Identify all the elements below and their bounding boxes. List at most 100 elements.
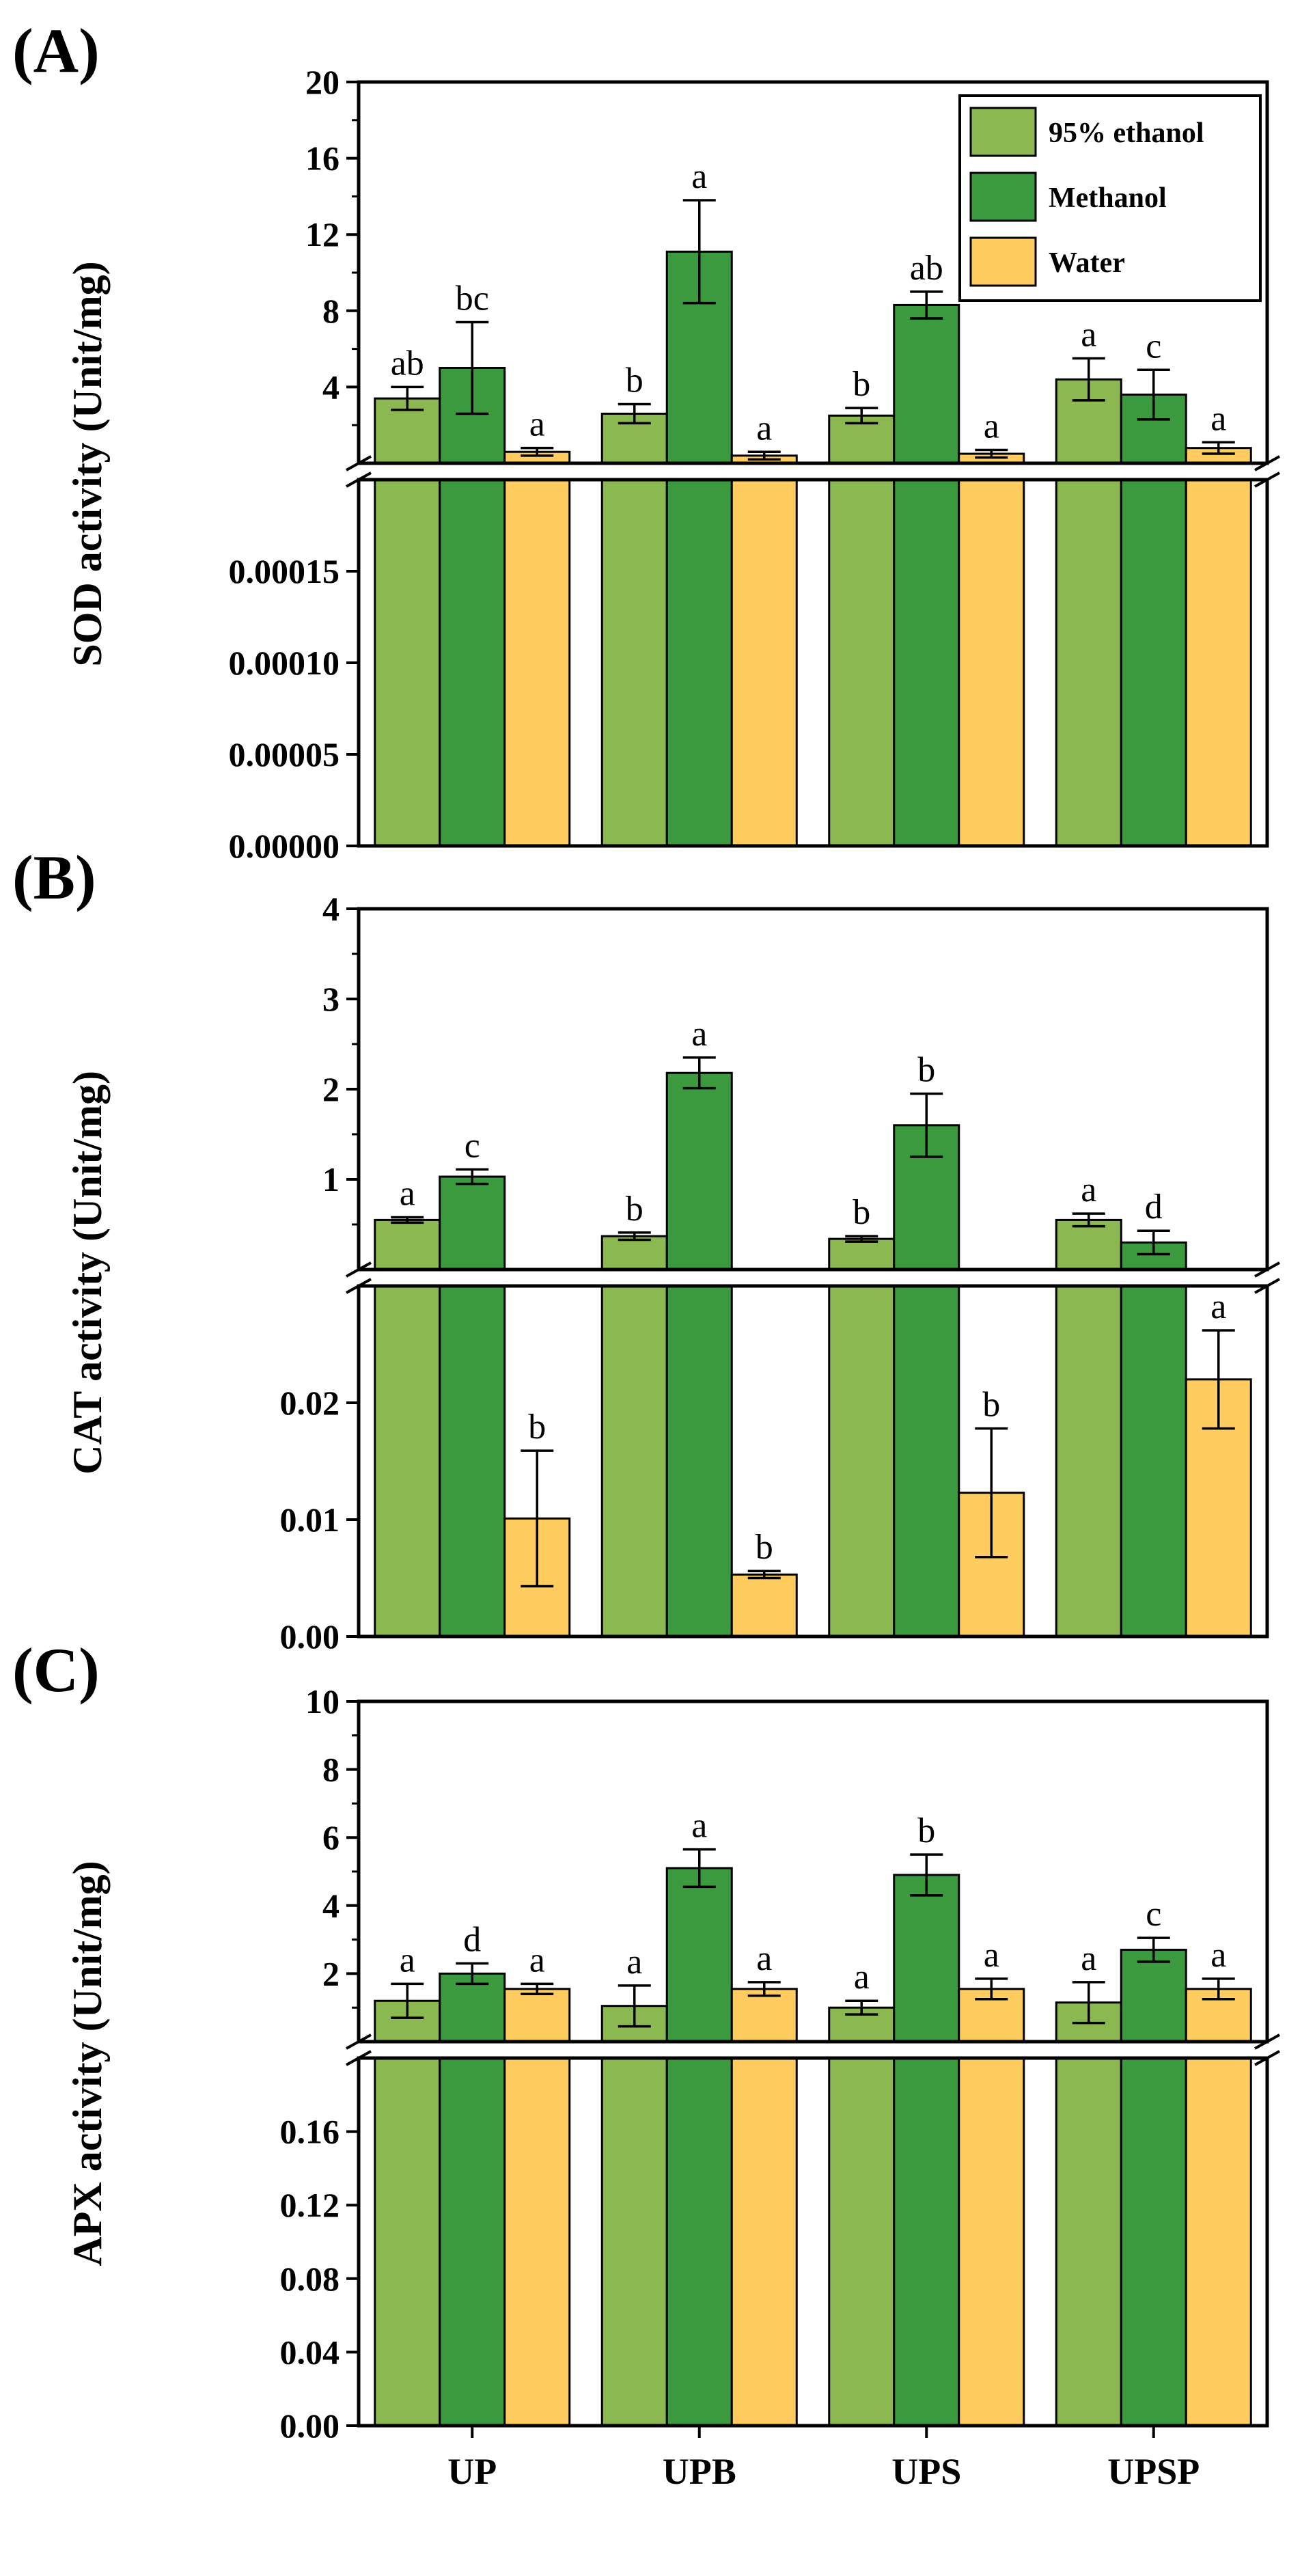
- significance-letter: a: [854, 1958, 870, 1997]
- y-tick-label: 8: [322, 292, 340, 330]
- bar-water-up-upper: [503, 1988, 571, 2043]
- bar-water-upb-lower: [730, 1573, 798, 1638]
- significance-letter: a: [756, 1939, 772, 1978]
- legend-entry: 95% ethanol: [1049, 118, 1204, 149]
- error-bar: [910, 1853, 943, 1897]
- panel-label: (B): [12, 842, 96, 912]
- significance-letter: c: [465, 1126, 480, 1165]
- significance-letter: b: [917, 1811, 935, 1850]
- error-bar: [1202, 1977, 1235, 2001]
- bar-methanol-upsp-upper: [1120, 1949, 1187, 2043]
- y-axis-label: CAT activity (Unit/mg): [65, 1071, 110, 1475]
- lower-axis-frame: [357, 1284, 1269, 1639]
- significance-letter: a: [984, 1936, 999, 1975]
- significance-letter: a: [691, 1807, 707, 1846]
- error-bar: [910, 290, 943, 320]
- significance-letter: a: [984, 407, 999, 446]
- significance-letter: a: [691, 157, 707, 196]
- bar-water-ups-lower: [958, 478, 1025, 847]
- significance-letter: b: [626, 361, 643, 400]
- error-bar: [975, 448, 1008, 459]
- legend: 95% ethanol Methanol Water: [958, 94, 1262, 302]
- x-category-label: UP: [447, 2451, 497, 2492]
- bar-95-ethanol-ups-lower: [828, 1285, 896, 1638]
- significance-letter: c: [1146, 327, 1161, 366]
- break-slash: [346, 455, 372, 471]
- y-tick-label: 4: [322, 890, 340, 928]
- error-bar: [1137, 1936, 1170, 1963]
- error-bar: [618, 1984, 651, 2028]
- error-bar: [1202, 441, 1235, 455]
- significance-letter: a: [756, 409, 772, 448]
- error-bar: [391, 1982, 424, 2019]
- bar-methanol-upsp-lower: [1120, 1285, 1187, 1638]
- y-axis-label: APX activity (Unit/mg): [65, 1861, 110, 2266]
- bar-water-upb-lower: [730, 478, 798, 847]
- significance-letter: ab: [910, 249, 943, 288]
- significance-letter: a: [400, 1941, 415, 1979]
- bar-methanol-upb-lower: [665, 478, 733, 847]
- break-slash: [1254, 471, 1280, 488]
- significance-letter: a: [1081, 1170, 1096, 1209]
- error-bar: [1072, 1981, 1105, 2025]
- error-bar: [456, 1962, 489, 1986]
- y-tick-label: 12: [305, 215, 340, 254]
- error-bar: [391, 1216, 424, 1224]
- bar-methanol-up-upper: [439, 1972, 506, 2043]
- significance-letter: a: [691, 1015, 707, 1054]
- y-tick-label: 4: [322, 1887, 340, 1925]
- bar-water-upsp-lower: [1185, 478, 1252, 847]
- bar-water-upb-lower: [730, 2057, 798, 2427]
- error-bar: [1137, 1229, 1170, 1256]
- bar-95-ethanol-ups-lower: [828, 478, 896, 847]
- significance-letter: a: [1210, 399, 1226, 438]
- error-bar: [456, 320, 489, 415]
- error-bar: [1072, 1212, 1105, 1228]
- legend-swatch: [969, 107, 1037, 157]
- legend-swatch: [969, 236, 1037, 287]
- bar-methanol-up-lower: [439, 1285, 506, 1638]
- bar-water-up-lower: [503, 2057, 571, 2427]
- x-category-label: UPSP: [1107, 2451, 1200, 2492]
- bar-methanol-ups-lower: [893, 1285, 960, 1638]
- error-bar: [975, 1427, 1008, 1559]
- error-bar: [747, 1981, 781, 1997]
- y-tick-label: 0.08: [280, 2260, 340, 2298]
- bar-95-ethanol-upb-lower: [600, 2057, 668, 2427]
- error-bar: [845, 1999, 878, 2016]
- y-tick-label: 0.16: [280, 2113, 340, 2151]
- error-bar: [910, 1092, 943, 1158]
- error-bar: [682, 1848, 716, 1889]
- y-tick-label: 2: [322, 1954, 340, 1992]
- break-slash: [346, 471, 372, 488]
- axis-break-left: [346, 455, 372, 488]
- bar-95-ethanol-ups-upper: [828, 1237, 896, 1271]
- panel-2: a b b a c a b d b b b a 1 2 3 4 0.00 0.01 0.02 CAT activity…: [12, 842, 1280, 1656]
- error-bar: [1202, 1329, 1235, 1430]
- bar-methanol-upb-lower: [665, 1285, 733, 1638]
- y-tick-label: 3: [322, 980, 340, 1018]
- bar-methanol-upb-upper: [665, 1071, 733, 1271]
- bar-95-ethanol-up-upper: [374, 1218, 441, 1271]
- significance-letter: ab: [391, 344, 424, 383]
- axis-break-right: [1254, 1261, 1280, 1294]
- significance-letter: b: [528, 1408, 546, 1447]
- significance-letter: a: [1081, 1939, 1096, 1978]
- significance-letter: d: [463, 1920, 481, 1959]
- significance-letter: d: [1145, 1188, 1163, 1227]
- significance-letter: c: [1146, 1895, 1161, 1934]
- significance-letter: b: [853, 1193, 870, 1232]
- bar-95-ethanol-upb-upper: [600, 1235, 668, 1271]
- bar-methanol-upb-lower: [665, 2057, 733, 2427]
- significance-letter: b: [756, 1528, 773, 1567]
- bar-water-up-lower: [503, 478, 571, 847]
- error-bar: [682, 199, 716, 305]
- significance-letter: b: [982, 1386, 1000, 1425]
- bar-methanol-upb-upper: [665, 1867, 733, 2043]
- significance-letter: a: [529, 1941, 545, 1979]
- break-slash: [346, 1261, 372, 1278]
- legend-entry: Methanol: [1049, 182, 1167, 214]
- panel-label: (A): [12, 16, 100, 85]
- error-bar: [521, 446, 554, 457]
- error-bar: [1072, 357, 1105, 402]
